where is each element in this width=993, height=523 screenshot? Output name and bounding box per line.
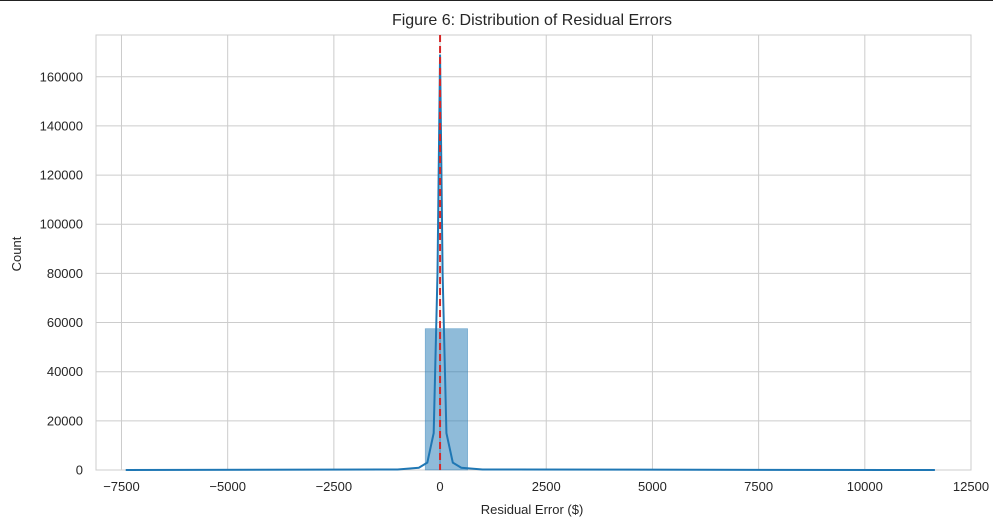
x-axis-ticks: −7500 −5000 −2500 0 2500 5000 7500 10000 12500 — [103, 479, 989, 494]
y-axis-ticks: 0 20000 40000 60000 80000 100000 120000 140000 1… — [40, 69, 83, 477]
y-tick-label: 100000 — [40, 217, 83, 232]
chart-title: Figure 6: Distribution of Residual Error… — [392, 12, 672, 29]
kde-curve — [125, 54, 935, 471]
x-axis-label: Residual Error ($) — [481, 502, 584, 517]
y-tick-label: 160000 — [40, 69, 83, 84]
x-tick-label: 2500 — [532, 479, 561, 494]
y-tick-label: 40000 — [47, 364, 83, 379]
x-tick-label: 5000 — [638, 479, 667, 494]
y-tick-label: 20000 — [47, 413, 83, 428]
x-tick-label: 12500 — [953, 479, 989, 494]
x-tick-label: 7500 — [744, 479, 773, 494]
histogram-bar — [424, 328, 441, 471]
x-tick-label: −5000 — [209, 479, 246, 494]
y-tick-label: 140000 — [40, 118, 83, 133]
y-tick-label: 80000 — [47, 266, 83, 281]
x-tick-label: 10000 — [847, 479, 883, 494]
y-tick-label: 0 — [76, 463, 83, 478]
x-tick-label: 0 — [436, 479, 443, 494]
grid-lines — [95, 34, 972, 471]
x-tick-label: −7500 — [103, 479, 140, 494]
y-tick-label: 60000 — [47, 315, 83, 330]
x-tick-label: −2500 — [316, 479, 353, 494]
top-rule — [0, 0, 993, 1]
y-axis-label: Count — [9, 236, 24, 271]
y-tick-label: 120000 — [40, 168, 83, 183]
